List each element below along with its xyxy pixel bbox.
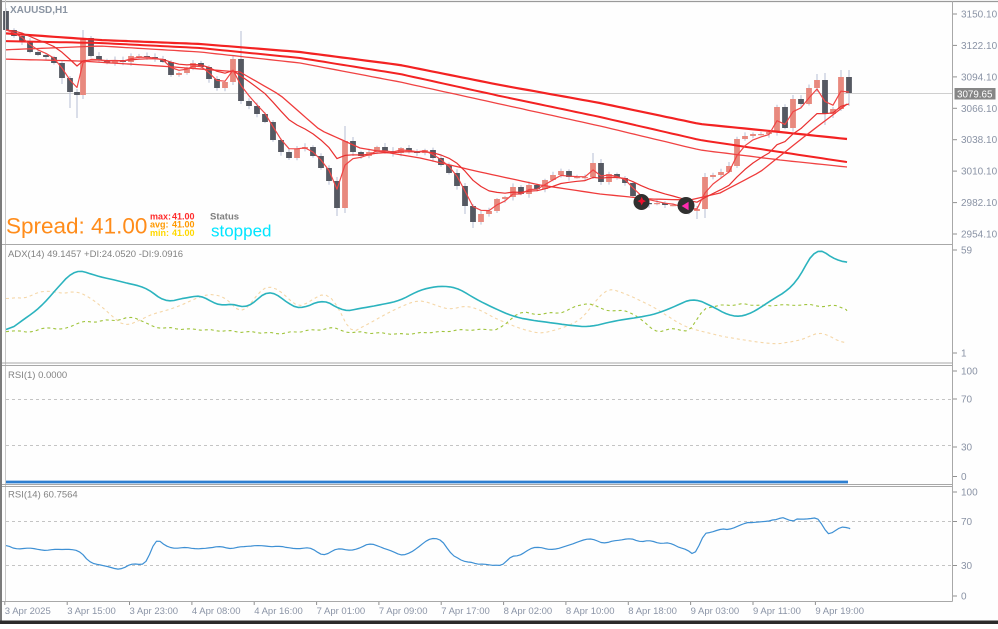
svg-text:9 Apr 19:00: 9 Apr 19:00 — [815, 606, 864, 617]
svg-text:4 Apr 16:00: 4 Apr 16:00 — [254, 606, 303, 617]
svg-text:8 Apr 10:00: 8 Apr 10:00 — [566, 606, 615, 617]
svg-text:100: 100 — [961, 367, 978, 378]
svg-text:3122.10: 3122.10 — [961, 41, 998, 52]
svg-text:30: 30 — [961, 443, 973, 454]
svg-text:stopped: stopped — [211, 222, 272, 241]
svg-text:70: 70 — [961, 395, 973, 406]
svg-text:41.00: 41.00 — [172, 220, 195, 230]
svg-text:Status: Status — [210, 212, 239, 223]
svg-text:ADX(14) 49.1457 +DI:24.0520: ADX(14) 49.1457 +DI:24.0520 -DI:9.0916 — [8, 249, 183, 260]
svg-text:4 Apr 08:00: 4 Apr 08:00 — [192, 606, 241, 617]
svg-text:XAUUSD,H1: XAUUSD,H1 — [10, 5, 68, 16]
svg-text:8 Apr 18:00: 8 Apr 18:00 — [628, 606, 677, 617]
svg-text:7 Apr 17:00: 7 Apr 17:00 — [441, 606, 490, 617]
svg-text:1: 1 — [961, 349, 967, 360]
svg-text:3094.10: 3094.10 — [961, 72, 998, 83]
svg-text:30: 30 — [961, 561, 973, 572]
svg-text:3 Apr 23:00: 3 Apr 23:00 — [130, 606, 179, 617]
svg-text:3066.10: 3066.10 — [961, 104, 998, 115]
svg-text:3150.10: 3150.10 — [961, 10, 998, 21]
svg-text:41.00: 41.00 — [172, 212, 195, 222]
svg-text:8 Apr 02:00: 8 Apr 02:00 — [504, 606, 553, 617]
svg-text:RSI(14) 60.7564: RSI(14) 60.7564 — [8, 490, 78, 501]
svg-text:7 Apr 01:00: 7 Apr 01:00 — [317, 606, 366, 617]
svg-text:avg:: avg: — [150, 220, 169, 230]
svg-text:3 Apr 15:00: 3 Apr 15:00 — [67, 606, 116, 617]
svg-text:59: 59 — [961, 246, 973, 257]
svg-text:2954.10: 2954.10 — [961, 230, 998, 241]
svg-text:7 Apr 09:00: 7 Apr 09:00 — [379, 606, 428, 617]
svg-text:3 Apr 2025: 3 Apr 2025 — [5, 606, 51, 617]
svg-text:max:: max: — [150, 212, 171, 222]
svg-text:min:: min: — [150, 228, 169, 238]
svg-text:2982.10: 2982.10 — [961, 198, 998, 209]
svg-text:Spread: 41.00: Spread: 41.00 — [6, 214, 147, 239]
svg-text:0: 0 — [961, 592, 967, 603]
svg-text:3038.10: 3038.10 — [961, 135, 998, 146]
svg-text:3079.65: 3079.65 — [957, 89, 993, 100]
svg-text:70: 70 — [961, 517, 973, 528]
svg-text:9 Apr 11:00: 9 Apr 11:00 — [753, 606, 801, 617]
svg-text:100: 100 — [961, 488, 978, 499]
svg-text:9 Apr 03:00: 9 Apr 03:00 — [691, 606, 740, 617]
svg-text:3010.10: 3010.10 — [961, 167, 998, 178]
svg-text:RSI(1) 0.0000: RSI(1) 0.0000 — [8, 370, 67, 381]
svg-text:41.00: 41.00 — [172, 228, 195, 238]
svg-text:0: 0 — [961, 472, 967, 483]
